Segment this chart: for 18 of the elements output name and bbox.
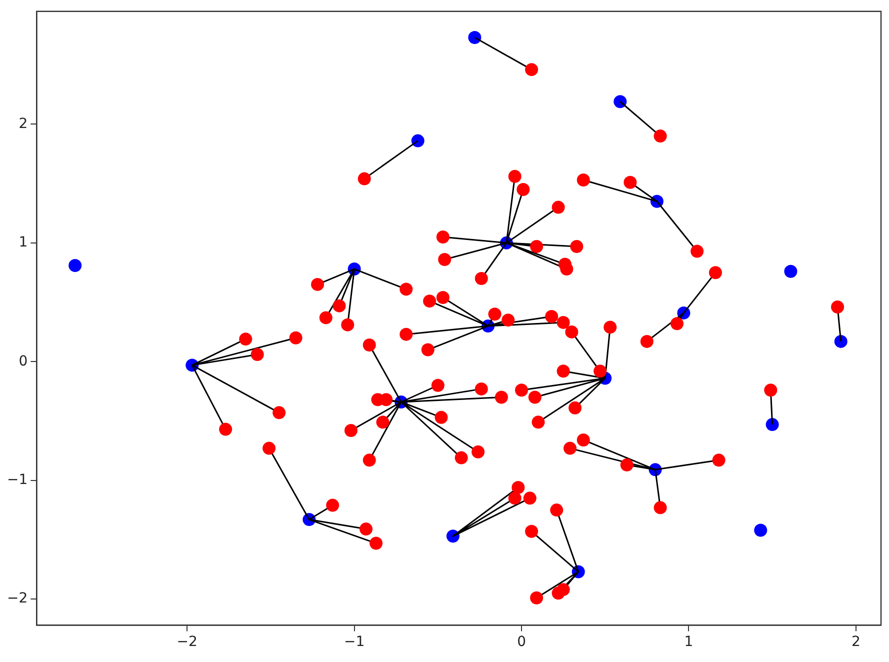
y-tick-label: −2 <box>6 590 28 607</box>
y-tick-label: 1 <box>18 234 28 251</box>
point <box>834 334 848 348</box>
point <box>68 258 82 272</box>
y-tick-label: 0 <box>18 353 28 370</box>
y-tick-label: 2 <box>18 116 28 132</box>
point <box>614 95 627 108</box>
point <box>784 264 798 278</box>
point <box>411 134 424 148</box>
y-tick-label: −1 <box>6 472 28 488</box>
x-tick-label: 0 <box>517 634 526 650</box>
x-tick-label: −1 <box>344 634 365 650</box>
point <box>468 31 482 44</box>
x-tick-label: 2 <box>851 634 860 650</box>
x-tick-label: 1 <box>684 634 694 650</box>
point <box>766 418 779 432</box>
point <box>754 524 768 537</box>
x-tick-label: −2 <box>176 634 198 650</box>
